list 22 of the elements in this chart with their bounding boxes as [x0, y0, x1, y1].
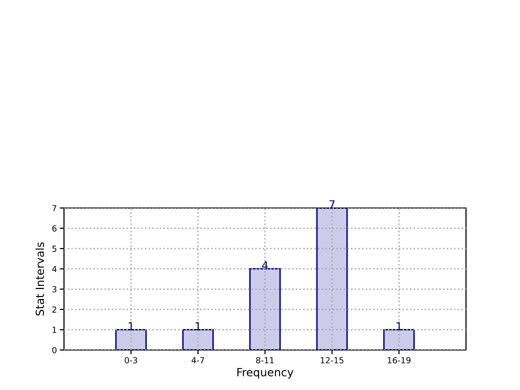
y-tick-label: 4	[52, 266, 57, 272]
data-label: 4	[262, 261, 268, 270]
data-label: 7	[329, 200, 335, 208]
y-tick-label: 0	[52, 346, 56, 354]
y-tick-label: 6	[52, 225, 57, 232]
y-tick-label: 2	[52, 306, 56, 313]
bar	[115, 329, 147, 350]
y-tick-label: 3	[52, 286, 56, 292]
bar	[383, 329, 415, 350]
x-tick-label: 0-3	[124, 357, 138, 364]
y-tick-label: 1	[52, 326, 56, 333]
bar	[182, 329, 214, 350]
x-tick-label: 4-7	[192, 357, 204, 364]
x-tick-label: 8-11	[256, 357, 274, 364]
bar	[249, 268, 281, 350]
x-axis-title: Frequency	[237, 368, 294, 379]
x-tick-label: 16-19	[388, 357, 411, 364]
y-tick-label: 5	[52, 246, 56, 252]
bar	[316, 208, 348, 350]
x-tick-label: 12-15	[320, 357, 344, 364]
y-axis-title: Stat Intervals	[35, 242, 44, 316]
y-tick-label: 7	[52, 205, 56, 212]
